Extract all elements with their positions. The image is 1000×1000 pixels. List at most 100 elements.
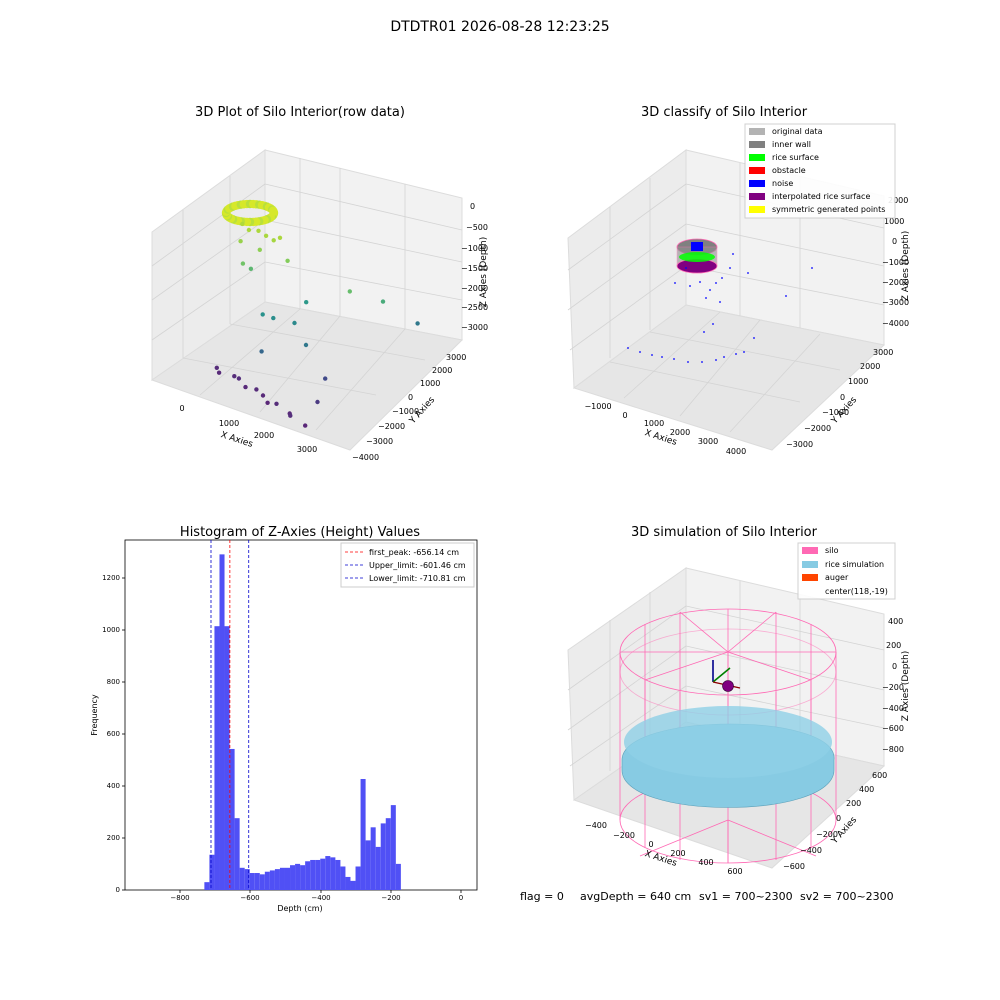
histogram-legend: first_peak: -656.14 cm Upper_limit: -601…	[340, 542, 475, 588]
legend-swatch-symmetric	[749, 206, 765, 213]
raw-point	[347, 289, 352, 294]
panel-simulation: 3D simulation of Silo Interior	[567, 525, 911, 876]
panel-raw-title: 3D Plot of Silo Interior(row data)	[195, 105, 405, 120]
histogram-y-ticks: 0 200 400 600 800 1000 1200	[102, 574, 120, 894]
panel-classify: 3D classify of Silo Interior −1000 0 100…	[567, 105, 911, 456]
raw-point	[277, 235, 283, 240]
sim-x-tick: −200	[613, 831, 635, 840]
raw-x-label: X Axies	[219, 430, 254, 450]
raw-y-tick: −2000	[378, 422, 405, 431]
classify-y-tick: 2000	[860, 362, 880, 371]
sim-y-tick: 200	[846, 799, 861, 808]
classify-noise-point	[685, 267, 687, 269]
sim-z-tick: 200	[886, 641, 901, 650]
histogram-bar	[229, 748, 235, 890]
raw-x-ticks: 0 1000 2000 3000	[179, 404, 317, 454]
classify-legend: original data inner wall rice surface ob…	[744, 123, 896, 219]
raw-point	[288, 413, 293, 418]
legend-swatch-obstacle	[749, 167, 765, 174]
classify-noise-point	[723, 356, 725, 358]
raw-point	[263, 233, 269, 238]
histogram-title: Histogram of Z-Axies (Height) Values	[180, 525, 420, 540]
classify-x-tick: −1000	[584, 402, 611, 411]
raw-y-tick: −1000	[392, 407, 419, 416]
raw-point	[303, 342, 309, 348]
histogram-bar	[290, 865, 296, 890]
legend-swatch-original-data	[749, 128, 765, 135]
auger	[712, 660, 741, 692]
classify-noise-point	[661, 356, 663, 358]
simulation-title: 3D simulation of Silo Interior	[631, 525, 818, 540]
raw-point	[236, 376, 242, 381]
raw-point	[238, 239, 243, 244]
sim-x-tick: 200	[670, 849, 685, 858]
raw-y-ticks: −4000 −3000 −2000 −1000 0 1000 2000 3000	[352, 353, 466, 462]
raw-y-tick: −4000	[352, 453, 379, 462]
histogram-bar	[305, 861, 311, 890]
histogram-bar	[224, 626, 230, 890]
histogram-bar	[330, 857, 336, 890]
raw-point	[246, 227, 252, 233]
histogram-bar	[390, 805, 396, 890]
hist-y-tick: 200	[107, 834, 120, 842]
classify-noise-point	[747, 272, 749, 274]
legend-obstacle: obstacle	[772, 166, 806, 175]
classify-noise-point	[729, 267, 731, 269]
raw-y-tick: 1000	[420, 379, 440, 388]
legend-swatch-rice-surface	[749, 154, 765, 161]
raw-point	[257, 247, 262, 252]
classify-x-tick: 2000	[670, 428, 690, 437]
raw-point	[304, 300, 309, 305]
classify-noise-point	[719, 301, 721, 303]
classify-noise-point	[811, 267, 813, 269]
classify-y-tick: −2000	[804, 424, 831, 433]
legend-silo: silo	[825, 546, 839, 555]
sim-z-tick: −400	[882, 704, 904, 713]
classify-noise-point	[743, 351, 745, 353]
classify-noise-point	[735, 353, 737, 355]
histogram-bar	[360, 778, 366, 890]
footer-sv2: sv2 = 700~2300	[800, 890, 894, 903]
classify-noise-point	[785, 295, 787, 297]
hist-y-tick: 0	[116, 886, 120, 894]
sim-y-tick: 0	[836, 814, 841, 823]
legend-lower-limit: Lower_limit: -710.81 cm	[369, 574, 466, 583]
histogram-bar	[239, 867, 245, 890]
raw-point	[240, 221, 245, 227]
histogram-x-tickmarks	[179, 890, 462, 893]
legend-rice-surface: rice surface	[772, 153, 819, 162]
histogram-bar	[380, 823, 386, 890]
classify-z-label: Z Axies (Depth)	[901, 231, 911, 302]
raw-point	[214, 365, 219, 370]
sim-y-tick: −400	[800, 846, 822, 855]
legend-swatch-interpolated	[749, 193, 765, 200]
footer-status: flag = 0 avgDepth = 640 cm sv1 = 700~230…	[520, 890, 894, 903]
classify-noise-point	[674, 282, 676, 284]
hist-y-tick: 600	[107, 730, 120, 738]
sim-z-label: Z Axies (Depth)	[901, 651, 911, 722]
histogram-bar	[350, 880, 356, 890]
classify-z-tick: 0	[892, 237, 897, 246]
classify-noise-point	[715, 359, 717, 361]
legend-first-peak: first_peak: -656.14 cm	[369, 548, 459, 557]
raw-point	[254, 387, 259, 392]
histogram-bar	[219, 554, 225, 890]
histogram-bar	[340, 866, 346, 890]
classify-y-tick: −3000	[786, 440, 813, 449]
raw-point	[315, 399, 320, 405]
suptitle: DTDTR01 2026-08-28 12:23:25	[390, 19, 609, 35]
classify-x-tick: 3000	[698, 437, 718, 446]
legend-symmetric: symmetric generated points	[772, 205, 885, 214]
histogram-bar	[284, 867, 291, 890]
classify-noise-point	[705, 297, 707, 299]
raw-z-ticks: 0 −500 −1000 −1500 −2000 −2500 −3000	[461, 202, 488, 332]
classify-noise-point	[703, 331, 705, 333]
hist-x-tick: −400	[311, 894, 330, 902]
histogram-axes	[124, 539, 478, 891]
raw-point	[271, 315, 276, 321]
raw-point	[285, 258, 290, 263]
legend-noise: noise	[772, 179, 793, 188]
legend-center: center(118,-19)	[825, 587, 888, 596]
histogram-bar	[300, 865, 306, 890]
raw-z-tick: −1500	[461, 264, 488, 273]
